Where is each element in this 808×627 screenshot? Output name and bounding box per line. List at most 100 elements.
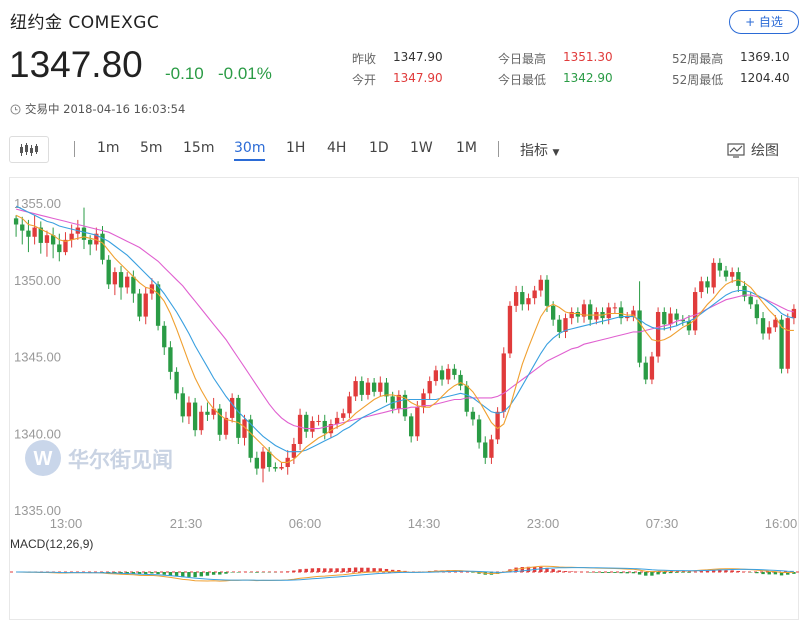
candle-body (384, 382, 389, 397)
candle-body (38, 227, 43, 243)
candle-body (575, 311, 581, 317)
watermark-logo-letter: W (34, 448, 53, 470)
price-chart[interactable]: W 华尔街见闻 1335.00 1340.00 1345.00 1350.00 1355.0… (10, 178, 800, 621)
period-4h[interactable]: 4H (327, 140, 347, 156)
candle-body (717, 262, 722, 271)
ma_slow-line (15, 208, 795, 430)
candle-body (446, 368, 451, 380)
candle-body (50, 235, 56, 245)
candle-body (118, 272, 124, 288)
candle-body (359, 381, 364, 395)
candle-body (501, 353, 506, 412)
candle-body (334, 417, 340, 425)
indicator-label: 指标 (520, 143, 548, 159)
candle-body (186, 402, 192, 417)
candle-body (328, 424, 334, 434)
draw-button[interactable]: 绘图 (727, 140, 779, 160)
candle-body (686, 321, 692, 331)
candle-body (341, 413, 346, 418)
x-tick-label: 16:00 (765, 516, 798, 531)
price-change: -0.10 (165, 64, 204, 83)
candle-body (662, 311, 667, 325)
last-price: 1347.80 (9, 44, 143, 85)
candle-body (155, 284, 161, 326)
x-tick-label: 14:30 (408, 516, 441, 531)
status-text: 交易中 2018-04-16 16:03:54 (25, 102, 186, 116)
instrument-title: 纽约金 COMEXGC (10, 13, 160, 33)
period-1h[interactable]: 1H (286, 140, 306, 156)
candle-body (612, 307, 618, 309)
period-1w[interactable]: 1W (410, 140, 433, 156)
toolbar-divider (498, 141, 499, 157)
candle-body (655, 311, 661, 357)
candle-body (489, 439, 494, 458)
candle-body (415, 407, 420, 437)
stat-label: 昨收 (352, 52, 377, 66)
stat-value: 1351.30 (563, 50, 613, 64)
period-1mo[interactable]: 1M (456, 140, 477, 156)
candle-body (692, 292, 698, 331)
candle-body (588, 304, 593, 320)
candle-body (711, 262, 716, 288)
candle-body (291, 443, 297, 458)
candle-body (680, 319, 685, 322)
x-tick-label: 21:30 (170, 516, 203, 531)
candle-body (458, 374, 463, 386)
period-15m[interactable]: 15m (183, 140, 215, 156)
chart-area[interactable]: W 华尔街见闻 1335.00 1340.00 1345.00 1350.00 1355.0… (9, 177, 800, 621)
stat-label: 今开 (352, 73, 377, 87)
candle-body (32, 227, 37, 237)
ma_mid-line (15, 205, 795, 453)
period-30m[interactable]: 30m (234, 140, 266, 161)
y-tick-label: 1340.00 (14, 426, 61, 441)
stat-label: 52周最低 (672, 73, 724, 87)
candle-body (470, 411, 476, 420)
watermark-text: 华尔街见闻 (68, 448, 173, 472)
candle-body (254, 457, 260, 469)
x-tick-label: 13:00 (50, 516, 83, 531)
chart-type-button[interactable] (9, 136, 49, 163)
candle-body (248, 419, 253, 458)
y-tick-label: 1355.00 (14, 196, 61, 211)
candlestick-icon (20, 142, 38, 156)
candle-body (20, 224, 25, 231)
candle-body (297, 414, 303, 444)
candle-body (174, 371, 179, 394)
candle-body (699, 281, 704, 293)
candle-body (192, 402, 198, 431)
candle-body (353, 381, 358, 397)
ma_fast-line (15, 214, 794, 463)
candle-body (606, 307, 611, 319)
candle-body (736, 272, 741, 286)
candle-body (705, 281, 710, 288)
price-change-pct: -0.01% (218, 64, 272, 83)
candle-body (760, 318, 766, 334)
candle-body (433, 370, 439, 382)
candle-body (229, 397, 235, 418)
candle-body (452, 368, 457, 375)
candle-body (538, 279, 543, 291)
period-1m[interactable]: 1m (97, 140, 120, 156)
stat-label: 今日最低 (498, 73, 547, 87)
period-5m[interactable]: 5m (140, 140, 163, 156)
candle-body (143, 293, 148, 317)
toolbar-divider (74, 141, 75, 157)
candle-body (396, 394, 401, 409)
candle-body (13, 218, 19, 225)
stat-label: 今日最高 (498, 52, 547, 66)
candle-body (495, 411, 500, 440)
candle-body (773, 319, 778, 328)
candle-body (649, 356, 655, 380)
candle-body (44, 235, 50, 243)
indicator-dropdown[interactable]: 指标 ▼ (520, 140, 559, 160)
candle-body (674, 313, 679, 320)
add-watchlist-button[interactable]: + 自选 (729, 10, 799, 34)
period-1d[interactable]: 1D (369, 140, 389, 156)
draw-label: 绘图 (751, 143, 779, 159)
candle-body (168, 347, 173, 372)
candle-body (754, 304, 760, 319)
candle-body (304, 414, 309, 432)
candle-body (730, 272, 735, 277)
candle-body (563, 318, 568, 332)
candle-body (125, 276, 130, 288)
